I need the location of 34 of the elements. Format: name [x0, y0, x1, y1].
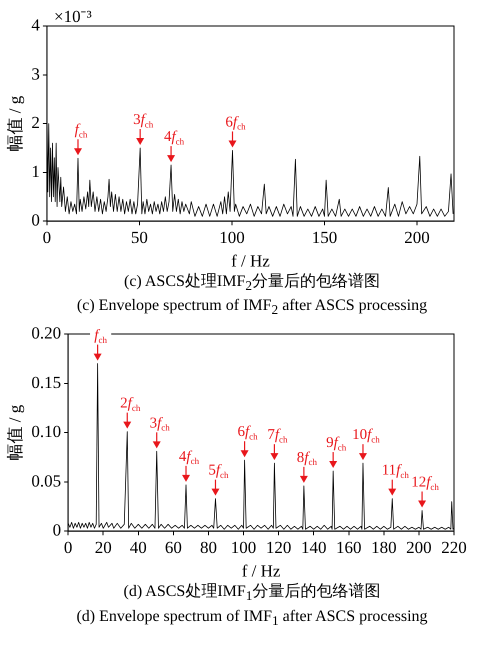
x-tick-label: 20	[94, 538, 112, 558]
y-tick-label: 3	[31, 64, 40, 84]
y-axis-title: 幅值 / g	[6, 404, 25, 461]
x-axis-title: f / Hz	[231, 251, 270, 270]
x-tick-label: 200	[406, 538, 432, 558]
y-tick-label: 0.05	[31, 472, 62, 491]
x-tick-label: 50	[130, 228, 148, 247]
y-tick-label: 0	[31, 210, 40, 230]
x-tick-label: 200	[404, 228, 430, 247]
text: (c) Envelope spectrum of IMF$_{2}$ after ASCS processing	[76, 296, 428, 320]
x-tick-label: 220	[441, 538, 467, 558]
x-tick-label: 40	[130, 538, 147, 558]
x-tick-label: 180	[371, 538, 397, 558]
y-tick-label: 1	[31, 162, 40, 181]
y-tick-label: 0.15	[31, 373, 62, 392]
x-tick-label: 100	[230, 538, 256, 558]
x-tick-label: 120	[266, 538, 292, 558]
y-tick-label: 4	[31, 15, 40, 34]
y-tick-label: 0	[52, 521, 62, 540]
x-tick-label: 60	[164, 538, 182, 558]
text: (d) Envelope spectrum of IMF$_{1}$ after ASCS processing	[75, 606, 429, 630]
x-axis-title: f / Hz	[242, 562, 281, 581]
x-tick-label: 140	[300, 538, 326, 558]
x-tick-label: 150	[312, 228, 338, 247]
y-tick-label: 0.20	[31, 324, 62, 343]
x-tick-label: 80	[200, 538, 217, 558]
x-tick-label: 160	[336, 538, 362, 558]
text: (c) ASCS处理IMF$_{2}$分量后的包络谱图	[122, 272, 382, 296]
text: ×10⁻³	[54, 7, 92, 26]
y-tick-label: 0.10	[31, 422, 62, 442]
x-tick-label: 100	[219, 228, 245, 247]
text: (d) ASCS处理IMF$_{1}$分量后的包络谱图	[122, 582, 382, 606]
y-tick-label: 2	[31, 113, 40, 132]
y-axis-title: 幅值 / g	[6, 95, 25, 152]
